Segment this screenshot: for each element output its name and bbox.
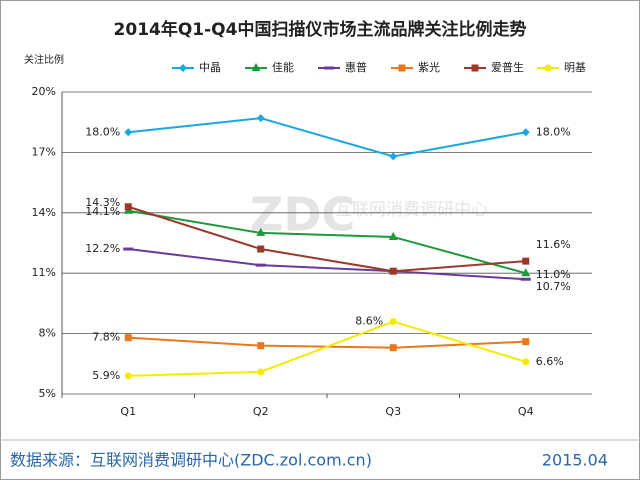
- marker: [123, 247, 134, 251]
- y-tick-label: 8%: [39, 327, 56, 340]
- y-tick-label: 14%: [32, 206, 56, 219]
- legend-marker: [251, 63, 261, 71]
- marker: [522, 338, 530, 346]
- marker: [124, 372, 132, 380]
- x-tick-label: Q4: [518, 405, 534, 418]
- marker: [257, 245, 265, 253]
- marker: [257, 368, 265, 376]
- data-label: 12.2%: [85, 242, 120, 255]
- date: 2015.04: [542, 451, 608, 470]
- data-label: 8.6%: [355, 315, 383, 328]
- series-line: [127, 205, 526, 273]
- marker: [389, 344, 397, 352]
- y-tick-label: 20%: [32, 85, 56, 98]
- marker: [256, 114, 265, 123]
- data-label: 5.9%: [92, 369, 120, 382]
- marker: [521, 128, 530, 137]
- marker: [124, 334, 132, 342]
- y-tick-label: 11%: [32, 266, 56, 279]
- series-line: [128, 117, 526, 158]
- data-label: 18.0%: [536, 125, 571, 138]
- series-line: [128, 248, 526, 281]
- data-label: 18.0%: [85, 125, 120, 138]
- legend-label: 佳能: [272, 60, 294, 74]
- legend-marker: [544, 64, 552, 72]
- legend-marker: [398, 64, 406, 72]
- marker: [255, 263, 266, 267]
- marker: [124, 128, 133, 137]
- marker: [389, 318, 397, 326]
- data-label: 10.7%: [536, 280, 571, 293]
- marker: [389, 267, 397, 275]
- legend-marker: [179, 64, 187, 72]
- data-label: 7.8%: [92, 331, 120, 344]
- x-tick-label: Q1: [120, 405, 136, 418]
- source: 数据来源：互联网消费调研中心(ZDC.zol.com.cn): [10, 451, 372, 470]
- marker: [520, 277, 531, 281]
- data-label: 14.1%: [85, 205, 120, 218]
- x-tick-label: Q3: [385, 405, 401, 418]
- data-label: 6.6%: [536, 355, 564, 368]
- x-tick-label: Q2: [253, 405, 269, 418]
- marker: [124, 203, 132, 211]
- marker: [522, 358, 530, 366]
- y-axis-label: 关注比例: [24, 53, 64, 66]
- y-tick-label: 17%: [32, 145, 56, 158]
- watermark: 互联网消费调研中心: [335, 200, 488, 220]
- data-label: 14.3%: [85, 196, 120, 209]
- legend-marker: [324, 66, 334, 70]
- marker: [522, 257, 530, 265]
- data-label: 11.0%: [536, 268, 571, 281]
- legend-label: 爱普生: [491, 60, 524, 74]
- legend-marker: [471, 64, 479, 72]
- marker: [521, 268, 531, 277]
- legend-label: 惠普: [345, 60, 367, 74]
- legend-label: 紫光: [418, 60, 440, 74]
- marker: [389, 152, 398, 161]
- series-line: [128, 320, 527, 377]
- marker: [256, 227, 266, 236]
- legend-label: 明基: [564, 61, 586, 74]
- series-line: [128, 209, 527, 275]
- marker: [388, 231, 398, 240]
- marker: [257, 342, 265, 350]
- y-tick-label: 5%: [39, 387, 56, 400]
- chart-title: 2014年Q1-Q4中国扫描仪市场主流品牌关注比例走势: [114, 19, 527, 40]
- legend-label: 中晶: [199, 61, 221, 74]
- data-label: 11.6%: [536, 238, 571, 251]
